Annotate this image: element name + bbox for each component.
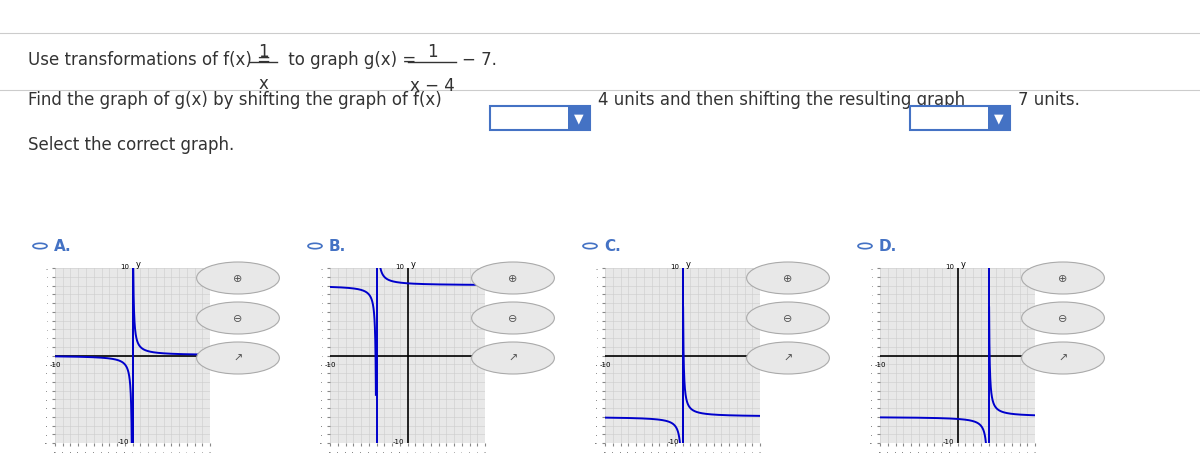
Text: ↗: ↗ xyxy=(1058,353,1068,363)
Text: Find the graph of g(x) by shifting the graph of f(x): Find the graph of g(x) by shifting the g… xyxy=(28,91,442,109)
Text: ▼: ▼ xyxy=(574,112,584,125)
Text: 10: 10 xyxy=(946,263,954,269)
Text: -10: -10 xyxy=(324,361,336,367)
Text: x: x xyxy=(760,356,764,365)
Text: 10: 10 xyxy=(396,263,404,269)
Text: A.: A. xyxy=(54,239,72,254)
FancyBboxPatch shape xyxy=(988,107,1010,131)
Text: ⊕: ⊕ xyxy=(509,274,517,283)
Text: 1: 1 xyxy=(427,43,437,61)
Text: Use transformations of f(x) =: Use transformations of f(x) = xyxy=(28,51,276,69)
Text: x: x xyxy=(1034,356,1039,365)
Text: 10: 10 xyxy=(756,361,764,367)
Text: ↗: ↗ xyxy=(509,353,517,363)
Text: -10: -10 xyxy=(943,438,954,444)
Text: -10: -10 xyxy=(49,361,61,367)
Text: ↗: ↗ xyxy=(784,353,793,363)
Text: x − 4: x − 4 xyxy=(409,77,455,95)
Text: to graph g(x) =: to graph g(x) = xyxy=(283,51,421,69)
Text: -10: -10 xyxy=(392,438,404,444)
Text: Select the correct graph.: Select the correct graph. xyxy=(28,136,234,154)
FancyBboxPatch shape xyxy=(490,107,590,131)
Text: 10: 10 xyxy=(480,361,490,367)
Text: ⊕: ⊕ xyxy=(784,274,793,283)
Text: ⊖: ⊖ xyxy=(784,313,793,323)
Text: ⊕: ⊕ xyxy=(233,274,242,283)
FancyBboxPatch shape xyxy=(910,107,1010,131)
FancyBboxPatch shape xyxy=(568,107,590,131)
Text: ▼: ▼ xyxy=(994,112,1004,125)
Text: y: y xyxy=(136,260,140,269)
Text: -10: -10 xyxy=(118,438,130,444)
Text: 10: 10 xyxy=(671,263,679,269)
Text: -10: -10 xyxy=(668,438,679,444)
Text: y: y xyxy=(961,260,966,269)
Text: − 7.: − 7. xyxy=(462,51,497,69)
Text: ⊕: ⊕ xyxy=(1058,274,1068,283)
Text: y: y xyxy=(685,260,691,269)
Text: D.: D. xyxy=(878,239,898,254)
Text: 10: 10 xyxy=(205,361,215,367)
Text: C.: C. xyxy=(604,239,620,254)
Text: y: y xyxy=(410,260,415,269)
Text: -10: -10 xyxy=(875,361,886,367)
Text: ⊖: ⊖ xyxy=(1058,313,1068,323)
Text: x: x xyxy=(484,356,490,365)
Text: x: x xyxy=(258,75,268,93)
Text: 10: 10 xyxy=(120,263,130,269)
Text: B.: B. xyxy=(329,239,347,254)
Text: 7 units.: 7 units. xyxy=(1018,91,1080,109)
Text: 10: 10 xyxy=(1031,361,1039,367)
Text: -10: -10 xyxy=(599,361,611,367)
Text: ⊖: ⊖ xyxy=(233,313,242,323)
Text: ↗: ↗ xyxy=(233,353,242,363)
Text: 4 units and then shifting the resulting graph: 4 units and then shifting the resulting … xyxy=(598,91,965,109)
Text: ⊖: ⊖ xyxy=(509,313,517,323)
Text: x: x xyxy=(209,356,214,365)
Text: 1: 1 xyxy=(258,43,269,61)
